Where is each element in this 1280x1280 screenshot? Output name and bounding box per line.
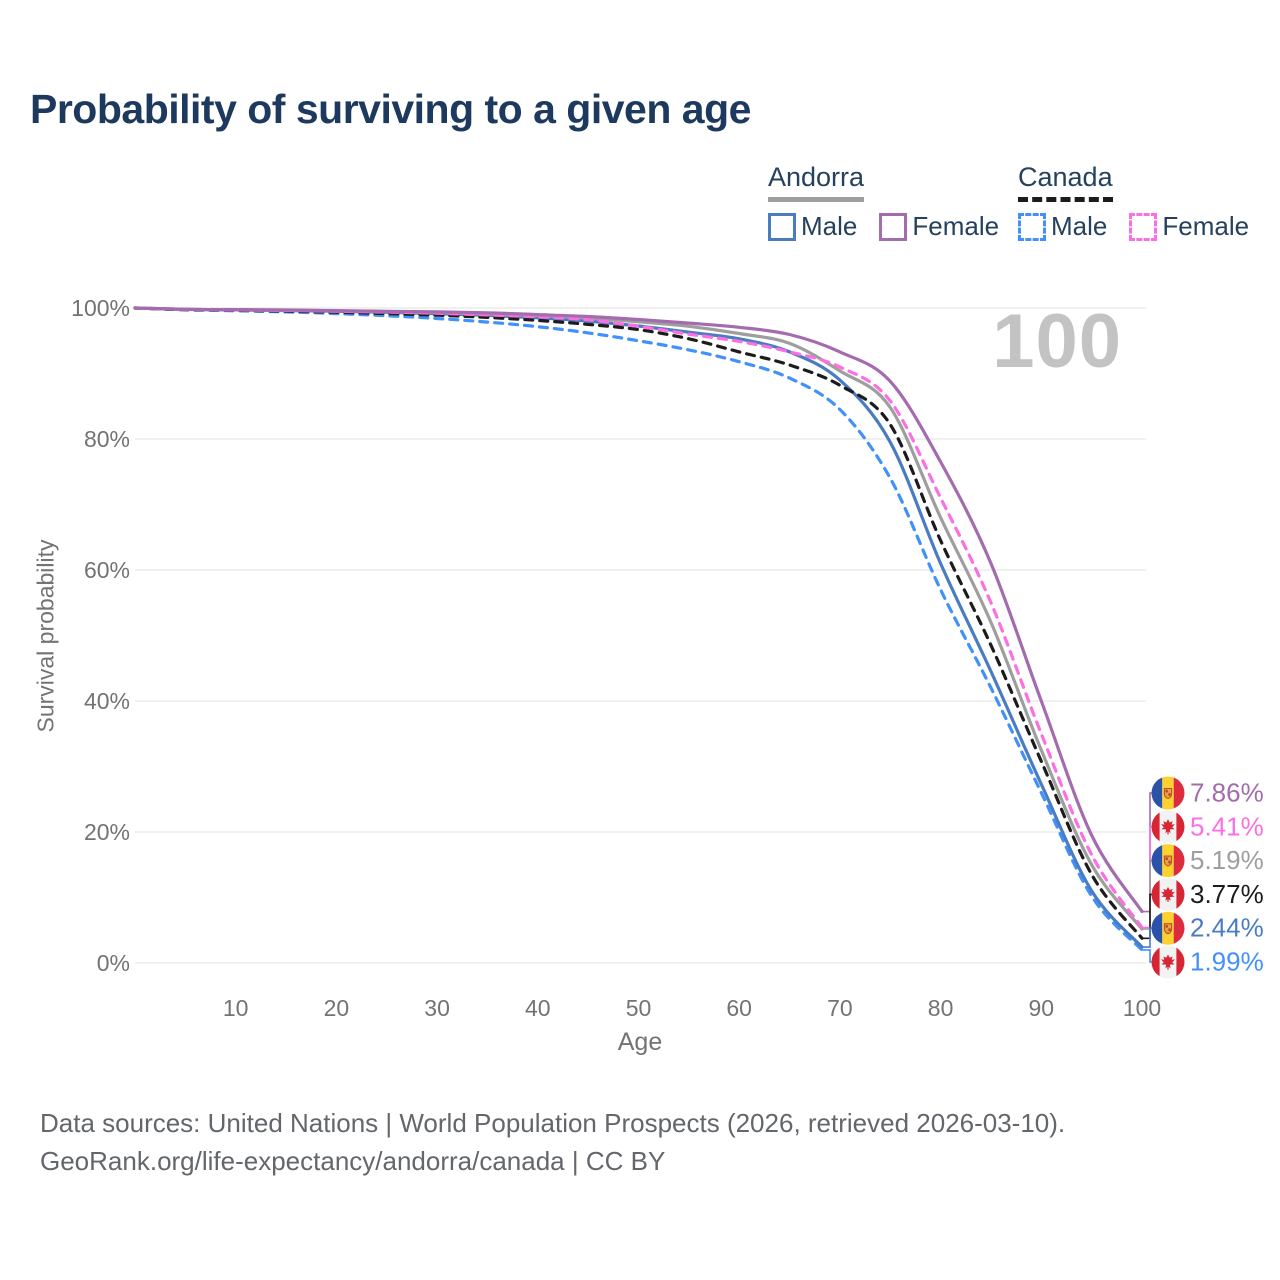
x-tick-label: 70 <box>827 995 853 1021</box>
legend-group-canada: Canada Male Female <box>1018 162 1249 242</box>
series-end-value: 2.44% <box>1190 913 1264 943</box>
andorra-male-swatch-icon <box>768 212 796 241</box>
series-end-value: 7.86% <box>1190 778 1264 808</box>
series-end-value: 3.77% <box>1190 879 1264 909</box>
canada-flag-icon <box>1151 945 1185 979</box>
x-tick-label: 100 <box>1122 995 1162 1021</box>
x-tick-label: 30 <box>424 995 450 1021</box>
x-tick-label: 20 <box>323 995 350 1021</box>
series-line-canada-female[interactable] <box>133 306 1144 930</box>
y-tick-label: 100% <box>71 295 130 321</box>
x-tick-label: 80 <box>927 995 954 1021</box>
x-tick-label: 40 <box>525 995 551 1021</box>
chart-footer: Data sources: United Nations | World Pop… <box>40 1104 1065 1180</box>
y-tick-label: 80% <box>83 426 130 452</box>
legend-header-canada[interactable]: Canada <box>1018 162 1113 202</box>
y-tick-label: 60% <box>83 557 130 583</box>
series-line-andorra-male[interactable] <box>133 306 1144 949</box>
legend-item-label: Male <box>1051 211 1108 241</box>
x-axis-title: Age <box>617 1028 663 1056</box>
legend-header-andorra[interactable]: Andorra <box>768 162 865 202</box>
legend-item-andorra-female[interactable]: Female <box>879 211 999 242</box>
watermark-age-100: 100 <box>992 299 1122 384</box>
series-end-value: 5.41% <box>1190 811 1264 841</box>
canada-male-swatch-icon <box>1018 212 1046 241</box>
legend-item-andorra-male[interactable]: Male <box>768 211 857 242</box>
andorra-female-swatch-icon <box>879 212 908 241</box>
x-tick-label: 10 <box>222 995 249 1021</box>
legend-item-label: Female <box>1162 211 1250 241</box>
andorra-flag-icon <box>1151 844 1185 878</box>
legend-item-label: Female <box>912 211 1000 241</box>
x-tick-label: 60 <box>726 995 752 1021</box>
legend-item-canada-female[interactable]: Female <box>1129 211 1249 242</box>
x-tick-label: 90 <box>1028 995 1055 1021</box>
x-tick-label: 50 <box>625 995 652 1021</box>
canada-flag-icon <box>1151 877 1185 911</box>
series-line-andorra-female[interactable] <box>133 306 1144 914</box>
chart-title: Probability of surviving to a given age <box>30 86 751 132</box>
y-tick-label: 0% <box>96 950 130 976</box>
legend-item-label: Male <box>801 211 858 241</box>
canada-female-swatch-icon <box>1129 212 1158 241</box>
andorra-flag-icon <box>1151 776 1185 810</box>
legend-item-canada-male[interactable]: Male <box>1018 211 1107 242</box>
canada-flag-icon <box>1151 810 1185 844</box>
y-tick-label: 20% <box>83 819 130 845</box>
andorra-flag-icon <box>1151 911 1185 945</box>
attribution-line: GeoRank.org/life-expectancy/andorra/cana… <box>40 1146 666 1176</box>
series-end-value: 1.99% <box>1190 947 1264 977</box>
y-tick-label: 40% <box>83 688 130 714</box>
data-sources-line: Data sources: United Nations | World Pop… <box>40 1108 1066 1138</box>
series-line-andorra[interactable] <box>133 306 1144 931</box>
legend-group-andorra: Andorra Male Female <box>768 162 999 242</box>
series-end-value: 5.19% <box>1190 845 1264 875</box>
series-line-canada-male[interactable] <box>133 306 1144 952</box>
